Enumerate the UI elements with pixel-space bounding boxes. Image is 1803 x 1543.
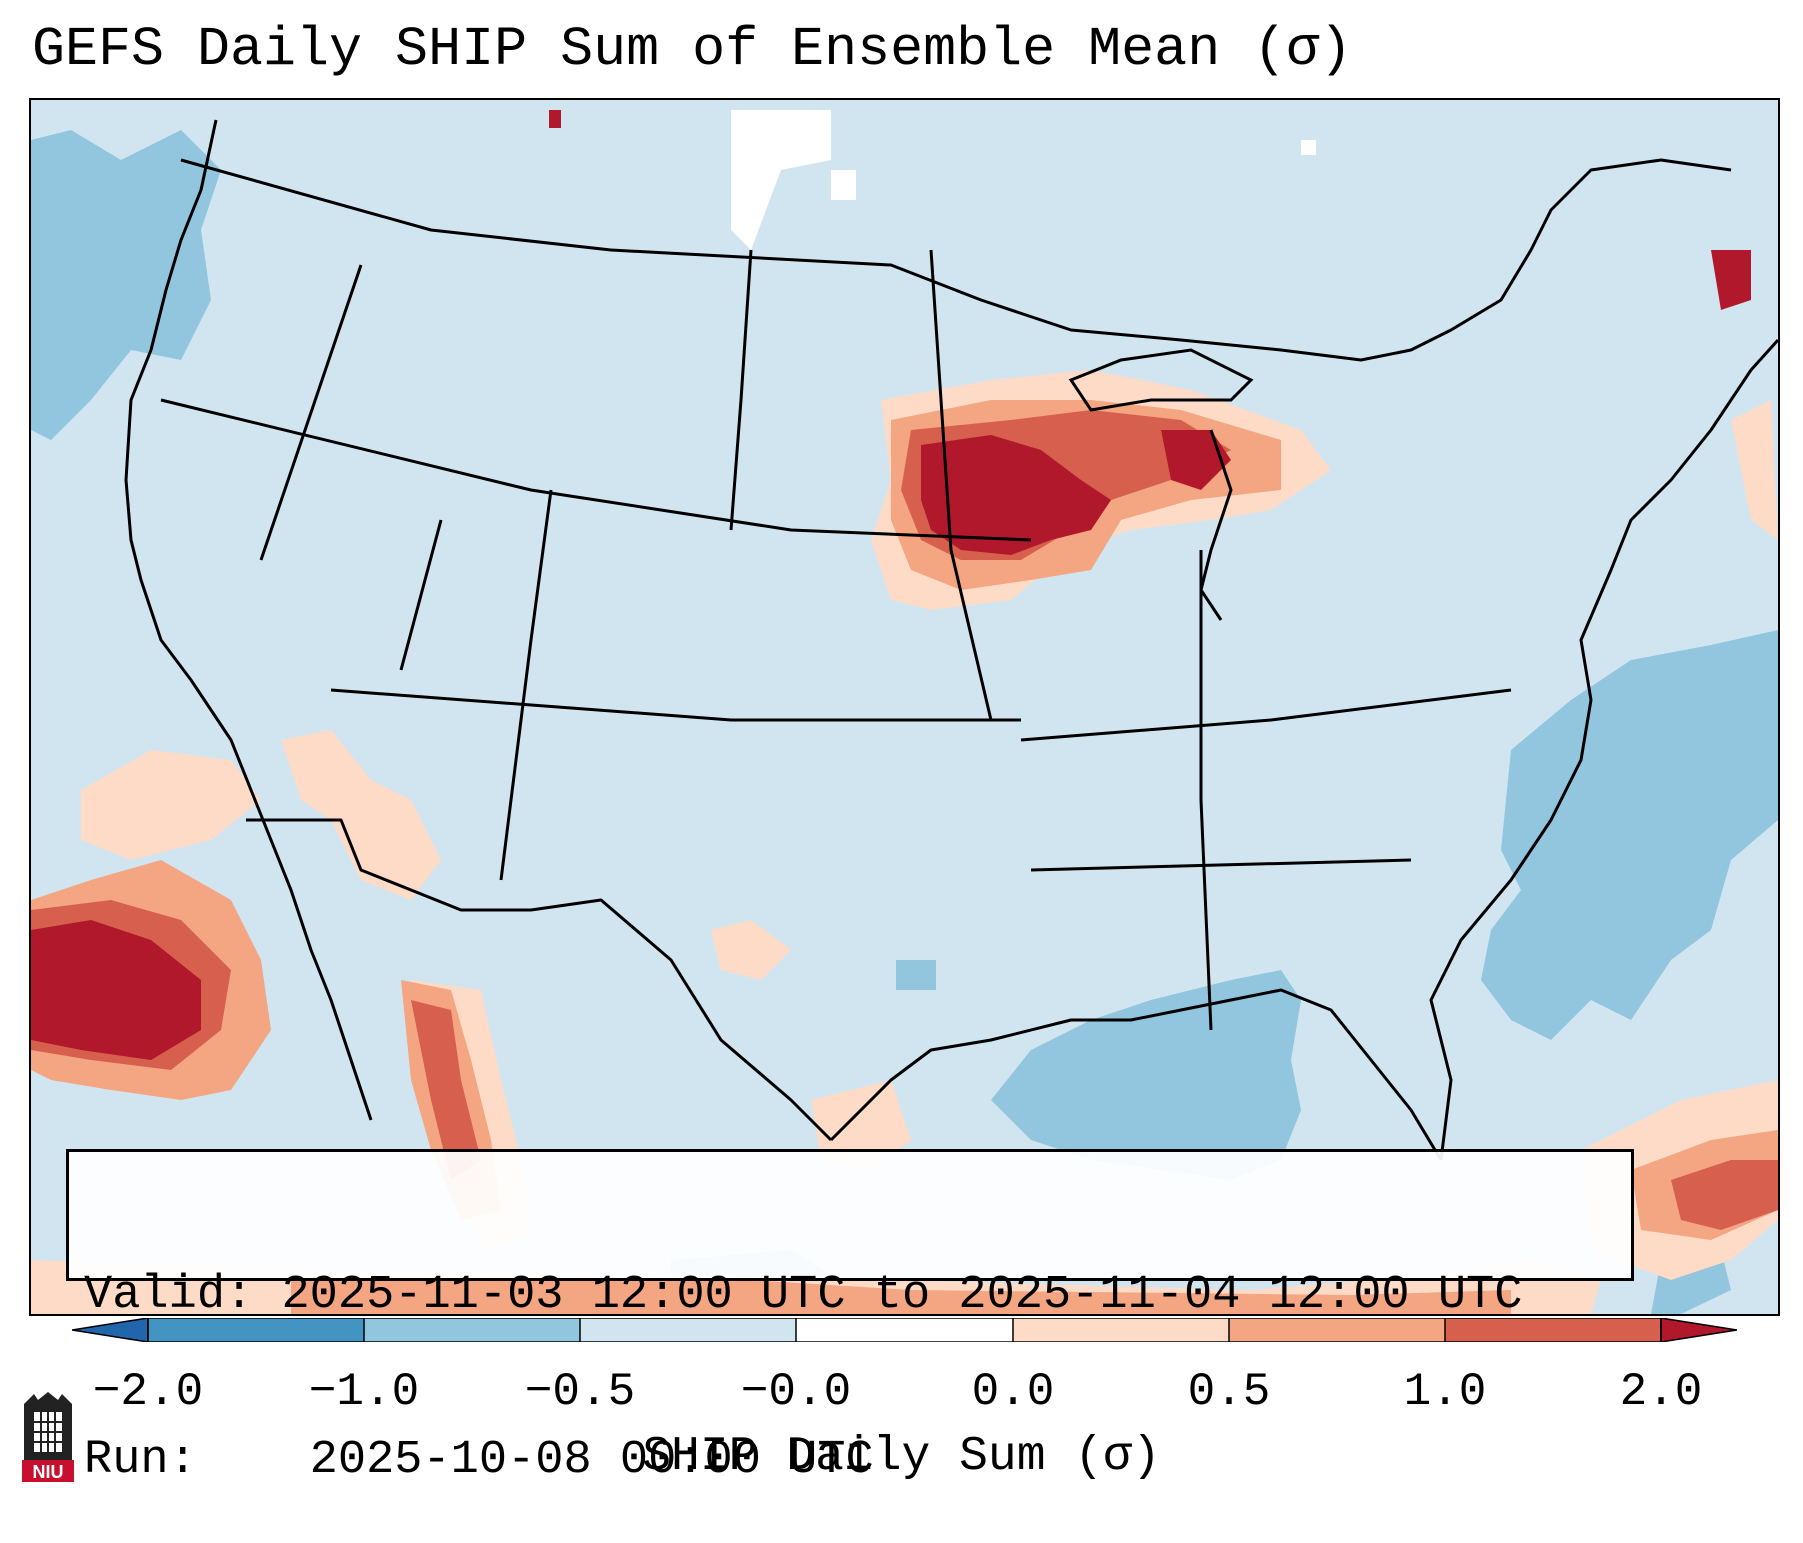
great-lakes-outline bbox=[1068, 348, 1254, 621]
valid-run-info-box: Valid: 2025-11-03 12:00 UTC to 2025-11-0… bbox=[66, 1149, 1634, 1487]
canada-extreme-patch bbox=[549, 110, 561, 128]
pacific-extreme-region bbox=[31, 920, 201, 1060]
colorbar bbox=[72, 1318, 1737, 1342]
state-line-n-s-1 bbox=[259, 264, 363, 561]
gulf-coast-line bbox=[829, 988, 1443, 1161]
colorbar-tick-label: 2.0 bbox=[1619, 1366, 1703, 1418]
minnesota-extreme-region bbox=[921, 435, 1111, 555]
west-coast-line bbox=[124, 119, 373, 1121]
colorbar-bin-6 bbox=[1229, 1318, 1445, 1342]
new-mexico-weak-patch bbox=[711, 920, 791, 980]
state-line-n-s-3 bbox=[499, 489, 553, 881]
state-line-e-w-3 bbox=[1020, 688, 1512, 742]
us-canada-border bbox=[180, 158, 1732, 362]
pacific-nw-negative-region bbox=[31, 130, 221, 440]
state-line-n-s-5 bbox=[929, 249, 993, 721]
new-england-weak-patch bbox=[1731, 400, 1778, 540]
ship-field-map bbox=[31, 110, 1778, 1314]
gulf-negative-region bbox=[991, 970, 1301, 1180]
colorbar-tick-label: 0.5 bbox=[1187, 1366, 1271, 1418]
niu-logo-icon: NIU bbox=[22, 1392, 74, 1482]
colorbar-bin-5 bbox=[1013, 1318, 1229, 1342]
missing-data-patches bbox=[731, 110, 1316, 250]
valid-value: 2025-11-03 12:00 UTC to 2025-11-04 12:00… bbox=[281, 1269, 1523, 1322]
east-coast-line bbox=[1429, 338, 1778, 1161]
state-line-e-w-2 bbox=[330, 688, 1021, 722]
texas-negative-patch bbox=[896, 960, 936, 990]
map-panel bbox=[29, 98, 1780, 1316]
colorbar-bin-2 bbox=[364, 1318, 580, 1342]
colorbar-label: SHIP Daily Sum (σ) bbox=[642, 1430, 1161, 1484]
colorbar-extend-high bbox=[1660, 1318, 1737, 1342]
atlantic-negative-region bbox=[1481, 630, 1778, 1040]
colorbar-tick-label: 1.0 bbox=[1403, 1366, 1487, 1418]
baja-offshore-weak-region bbox=[81, 750, 261, 860]
state-line-n-s-6 bbox=[1199, 550, 1213, 1031]
run-row: Run: 2025-10-08 00:00 UTC bbox=[84, 1433, 1631, 1488]
colorbar-tick-label: 0.0 bbox=[971, 1366, 1055, 1418]
colorbar-ticks bbox=[147, 1318, 1662, 1342]
colorbar-extend-low bbox=[72, 1318, 149, 1342]
arizona-weak-region bbox=[281, 730, 441, 900]
colorbar-tick-label: −0.0 bbox=[740, 1366, 852, 1418]
run-value: 2025-10-08 00:00 UTC bbox=[309, 1434, 874, 1487]
coastline-and-borders bbox=[124, 119, 1778, 1161]
colorbar-bin-4 bbox=[796, 1318, 1013, 1342]
valid-label: Valid: bbox=[84, 1269, 254, 1322]
colorbar-bin-7 bbox=[1445, 1318, 1661, 1342]
mexico-high-region bbox=[411, 1000, 481, 1180]
run-label: Run: bbox=[84, 1434, 254, 1487]
state-line-e-w-1 bbox=[160, 398, 1032, 542]
map-title: GEFS Daily SHIP Sum of Ensemble Mean (σ) bbox=[32, 18, 1353, 81]
michigan-extreme-region bbox=[1161, 430, 1231, 490]
colorbar-tick-label: −0.5 bbox=[524, 1366, 636, 1418]
colorbar-bin-1 bbox=[148, 1318, 364, 1342]
us-mexico-border bbox=[246, 818, 833, 1142]
caribbean-high-region bbox=[1671, 1160, 1778, 1230]
south-texas-weak-region bbox=[811, 1080, 911, 1170]
state-line-n-s-2 bbox=[399, 519, 443, 671]
colorbar-tick-label: −1.0 bbox=[308, 1366, 420, 1418]
colorbar-tick-label: −2.0 bbox=[92, 1366, 204, 1418]
state-line-e-w-4 bbox=[1030, 858, 1412, 872]
lake-michigan bbox=[1199, 429, 1233, 621]
logo-text: NIU bbox=[33, 1462, 64, 1482]
southern-moderate-band bbox=[291, 1280, 1511, 1314]
negative-anomaly-regions bbox=[31, 130, 1778, 1314]
colorbar-bin-3 bbox=[580, 1318, 796, 1342]
state-line-n-s-4 bbox=[729, 249, 753, 531]
extreme-positive-regions bbox=[31, 110, 1751, 1060]
valid-row: Valid: 2025-11-03 12:00 UTC to 2025-11-0… bbox=[84, 1268, 1631, 1323]
maine-extreme-patch bbox=[1711, 250, 1751, 310]
lake-superior bbox=[1068, 348, 1254, 412]
